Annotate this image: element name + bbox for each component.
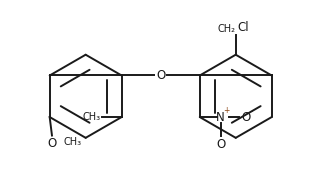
Text: +: + [223, 106, 230, 115]
Text: O: O [156, 69, 165, 82]
Text: CH₃: CH₃ [83, 112, 101, 122]
Text: O: O [47, 137, 57, 150]
Text: O: O [241, 111, 251, 123]
Text: -: - [250, 107, 253, 116]
Text: CH₃: CH₃ [64, 137, 82, 147]
Text: Cl: Cl [237, 21, 248, 34]
Text: O: O [216, 138, 225, 151]
Text: CH₂: CH₂ [218, 24, 236, 34]
Text: N: N [216, 111, 225, 123]
